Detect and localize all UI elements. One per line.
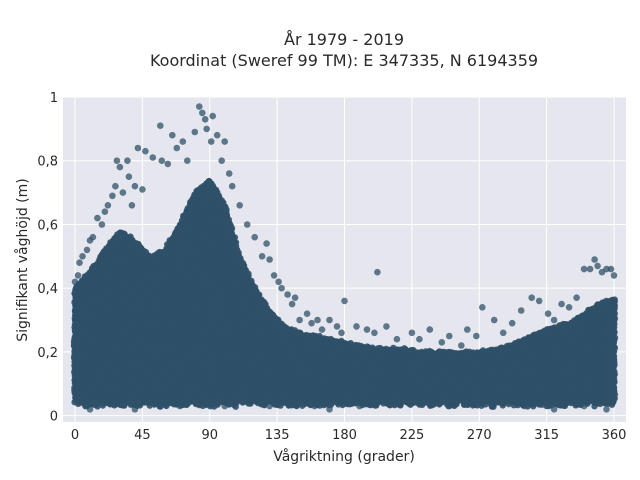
scatter-chart: 0 45 90 135 180 225 270 315 360 00,20,40,60,81 Å… bbox=[0, 0, 640, 480]
